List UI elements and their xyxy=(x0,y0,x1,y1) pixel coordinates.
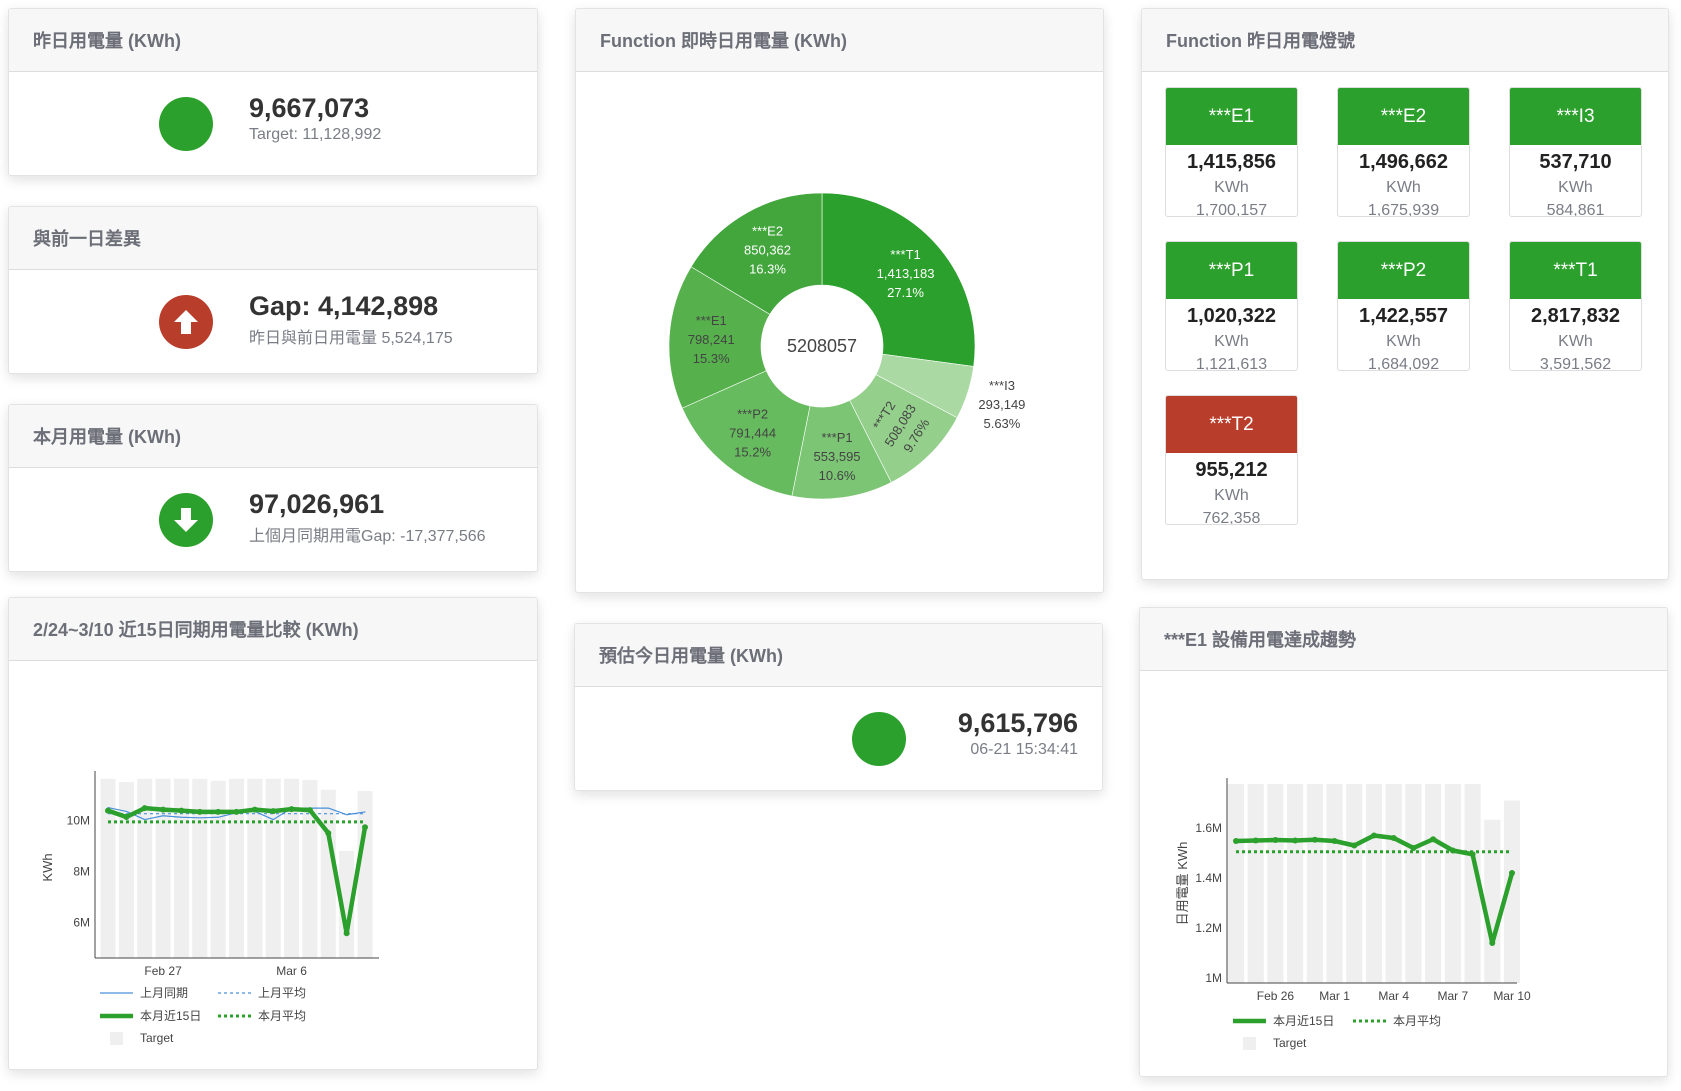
tile-name: ***T1 xyxy=(1510,242,1641,299)
tile-value: 1,020,322 xyxy=(1187,305,1276,327)
light-tile[interactable]: ***E2 1,496,662 KWh 1,675,939 xyxy=(1337,87,1470,217)
tile-target: 1,121,613 xyxy=(1195,356,1268,371)
estimate-value: 9,615,796 xyxy=(957,708,1078,738)
light-tile[interactable]: ***E1 1,415,856 KWh 1,700,157 xyxy=(1165,87,1298,217)
tile-unit: KWh xyxy=(1386,333,1421,350)
tile-name: ***P2 xyxy=(1338,242,1469,299)
tile-unit: KWh xyxy=(1558,179,1593,196)
tile-name: ***T2 xyxy=(1166,396,1297,453)
light-tile[interactable]: ***T1 2,817,832 KWh 3,591,562 xyxy=(1509,241,1642,371)
green-status-icon xyxy=(159,97,213,151)
tile-unit: KWh xyxy=(1386,179,1421,196)
tile-unit: KWh xyxy=(1214,487,1249,504)
card-title: 2/24~3/10 近15日同期用電量比較 (KWh) xyxy=(9,598,537,661)
tile-target: 3,591,562 xyxy=(1539,356,1612,371)
light-tile[interactable]: ***I3 537,710 KWh 584,861 xyxy=(1509,87,1642,217)
yesterday-target: Target: 11,128,992 xyxy=(249,126,382,143)
tile-value: 2,817,832 xyxy=(1531,305,1620,327)
tile-target: 1,700,157 xyxy=(1195,202,1268,217)
tile-name: ***E1 xyxy=(1166,88,1297,145)
function-realtime-card: Function 即時日用電量 (KWh) xyxy=(575,8,1104,593)
estimate-card: 預估今日用電量 (KWh) 9,615,796 06-21 15:34:41 xyxy=(574,623,1103,791)
gap-card: 與前一日差異 Gap: 4,142,898 昨日與前日用電量 5,524,175 xyxy=(8,206,538,374)
tile-target: 584,861 xyxy=(1546,202,1605,217)
card-title: Function 昨日用電燈號 xyxy=(1142,9,1668,72)
e1-trend-card: ***E1 設備用電達成趨勢 xyxy=(1139,607,1668,1077)
tile-name: ***I3 xyxy=(1510,88,1641,145)
tile-value: 1,496,662 xyxy=(1359,151,1448,173)
arrow-up-icon xyxy=(159,295,213,349)
light-tile[interactable]: ***P1 1,020,322 KWh 1,121,613 xyxy=(1165,241,1298,371)
tile-name: ***E2 xyxy=(1338,88,1469,145)
tile-unit: KWh xyxy=(1558,333,1593,350)
yesterday-usage-card: 昨日用電量 (KWh) 9,667,073 Target: 11,128,992 xyxy=(8,8,538,176)
card-title: Function 即時日用電量 (KWh) xyxy=(576,9,1103,72)
gap-sub: 昨日與前日用電量 5,524,175 xyxy=(249,330,453,347)
tile-value: 537,710 xyxy=(1539,151,1612,173)
green-status-icon xyxy=(852,712,906,766)
yesterday-value: 9,667,073 xyxy=(249,93,370,123)
tile-target: 762,358 xyxy=(1202,510,1261,525)
card-title: 與前一日差異 xyxy=(9,207,537,270)
tile-target: 1,675,939 xyxy=(1367,202,1440,217)
tile-value: 1,415,856 xyxy=(1187,151,1276,173)
tile-value: 1,422,557 xyxy=(1359,305,1448,327)
tile-unit: KWh xyxy=(1214,179,1249,196)
tile-target: 1,684,092 xyxy=(1367,356,1440,371)
light-tile[interactable]: ***P2 1,422,557 KWh 1,684,092 xyxy=(1337,241,1470,371)
comparison-chart-card: 2/24~3/10 近15日同期用電量比較 (KWh) xyxy=(8,597,538,1070)
function-lights-card: Function 昨日用電燈號 ***E1 1,415,856 KWh 1,70… xyxy=(1141,8,1669,580)
tile-value: 955,212 xyxy=(1195,459,1268,481)
estimate-time: 06-21 15:34:41 xyxy=(970,741,1078,758)
card-title: ***E1 設備用電達成趨勢 xyxy=(1140,608,1667,671)
card-title: 本月用電量 (KWh) xyxy=(9,405,537,468)
month-usage-card: 本月用電量 (KWh) 97,026,961 上個月同期用電Gap: -17,3… xyxy=(8,404,538,572)
light-tile[interactable]: ***T2 955,212 KWh 762,358 xyxy=(1165,395,1298,525)
card-title: 預估今日用電量 (KWh) xyxy=(575,624,1102,687)
tile-name: ***P1 xyxy=(1166,242,1297,299)
card-title: 昨日用電量 (KWh) xyxy=(9,9,537,72)
tile-unit: KWh xyxy=(1214,333,1249,350)
month-value: 97,026,961 xyxy=(249,489,385,519)
arrow-down-icon xyxy=(159,493,213,547)
gap-value: Gap: 4,142,898 xyxy=(249,291,439,321)
month-sub: 上個月同期用電Gap: -17,377,566 xyxy=(249,528,486,545)
